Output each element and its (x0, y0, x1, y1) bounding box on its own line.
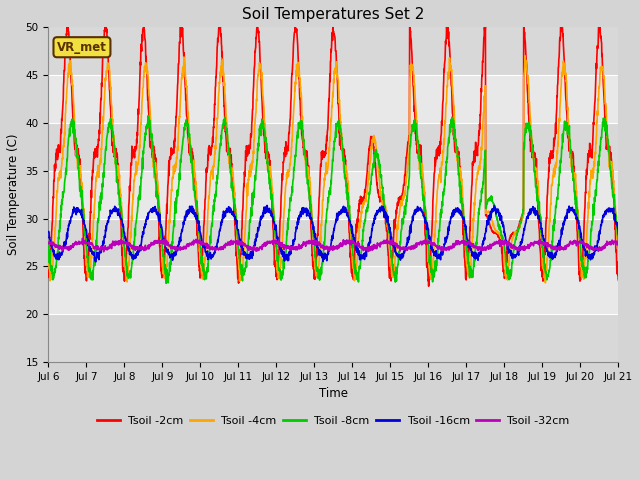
Tsoil -2cm (362, 177, 370, 183)
X-axis label: Time: Time (319, 387, 348, 400)
Tsoil -2cm (500, 269, 508, 275)
Tsoil -32cm (363, 246, 371, 252)
Tsoil -32cm (614, 240, 622, 246)
Tsoil -32cm (45, 240, 52, 246)
Title: Soil Temperatures Set 2: Soil Temperatures Set 2 (243, 7, 425, 22)
Bar (49, 27, 618, 75)
Tsoil -4cm (614, 253, 622, 259)
Tsoil -4cm (499, 242, 507, 248)
Tsoil -2cm (614, 277, 622, 283)
Tsoil -16cm (614, 232, 622, 238)
Tsoil -16cm (263, 203, 271, 208)
Tsoil -2cm (204, 166, 211, 171)
Tsoil -4cm (541, 280, 549, 286)
Tsoil -8cm (163, 280, 170, 286)
Tsoil -32cm (100, 249, 108, 254)
Tsoil -4cm (45, 253, 52, 259)
Tsoil -8cm (614, 244, 622, 250)
Tsoil -16cm (500, 224, 508, 229)
Line: Tsoil -32cm: Tsoil -32cm (49, 238, 618, 252)
Tsoil -16cm (564, 207, 572, 213)
Tsoil -4cm (521, 53, 529, 59)
Tsoil -2cm (557, 18, 564, 24)
Bar (49, 266, 618, 314)
Tsoil -2cm (564, 135, 572, 141)
Y-axis label: Soil Temperature (C): Soil Temperature (C) (7, 134, 20, 255)
Tsoil -8cm (145, 113, 152, 119)
Tsoil -4cm (350, 272, 358, 278)
Tsoil -2cm (350, 269, 358, 275)
Tsoil -8cm (363, 207, 371, 213)
Tsoil -32cm (79, 235, 86, 241)
Bar (49, 123, 618, 171)
Tsoil -16cm (45, 228, 52, 234)
Line: Tsoil -2cm: Tsoil -2cm (49, 21, 618, 286)
Tsoil -2cm (580, 213, 588, 218)
Tsoil -16cm (363, 246, 371, 252)
Tsoil -4cm (564, 127, 572, 133)
Tsoil -32cm (580, 240, 588, 246)
Tsoil -4cm (362, 193, 370, 199)
Tsoil -4cm (580, 266, 588, 272)
Tsoil -16cm (580, 247, 588, 253)
Tsoil -16cm (204, 252, 211, 257)
Text: VR_met: VR_met (57, 41, 107, 54)
Tsoil -8cm (204, 261, 212, 266)
Bar (49, 219, 618, 266)
Bar (49, 75, 618, 123)
Tsoil -16cm (351, 235, 358, 240)
Legend: Tsoil -2cm, Tsoil -4cm, Tsoil -8cm, Tsoil -16cm, Tsoil -32cm: Tsoil -2cm, Tsoil -4cm, Tsoil -8cm, Tsoi… (93, 411, 574, 430)
Tsoil -32cm (204, 242, 212, 248)
Tsoil -8cm (564, 129, 572, 134)
Tsoil -32cm (564, 241, 572, 247)
Tsoil -32cm (351, 240, 358, 246)
Line: Tsoil -8cm: Tsoil -8cm (49, 116, 618, 283)
Tsoil -2cm (45, 267, 52, 273)
Tsoil -2cm (425, 283, 433, 289)
Line: Tsoil -16cm: Tsoil -16cm (49, 205, 618, 262)
Bar (49, 171, 618, 219)
Tsoil -4cm (204, 221, 211, 227)
Bar (49, 314, 618, 362)
Tsoil -8cm (500, 240, 508, 246)
Tsoil -8cm (351, 265, 358, 271)
Tsoil -16cm (92, 259, 100, 265)
Tsoil -8cm (45, 245, 52, 251)
Tsoil -32cm (500, 240, 508, 246)
Tsoil -8cm (580, 272, 588, 277)
Line: Tsoil -4cm: Tsoil -4cm (49, 56, 618, 283)
